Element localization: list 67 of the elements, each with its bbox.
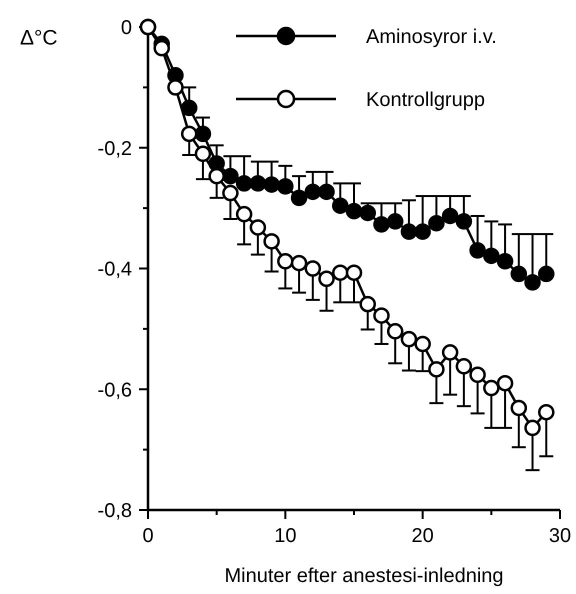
point (428, 361, 445, 378)
point (346, 264, 362, 281)
y-tick-label: -0,6 (98, 379, 132, 402)
point (359, 296, 376, 312)
point (400, 223, 418, 240)
point (346, 202, 362, 220)
point (194, 146, 212, 162)
point (332, 264, 349, 281)
y-axis-title: Δ°C (20, 26, 58, 50)
point (290, 190, 308, 206)
x-tick-label: 0 (142, 525, 154, 547)
point (456, 213, 472, 230)
y-tick-label: -0,2 (98, 138, 132, 160)
point (456, 358, 472, 375)
point (483, 380, 500, 396)
point (442, 208, 458, 224)
x-tick-label: 30 (548, 525, 572, 547)
point (180, 100, 198, 116)
point (304, 260, 322, 277)
point (332, 197, 349, 214)
point (167, 79, 184, 96)
point (386, 213, 404, 230)
x-tick-label: 20 (412, 525, 434, 547)
point (222, 184, 239, 202)
point (290, 254, 308, 272)
legend-label: Kontrollgrupp (366, 89, 485, 111)
point (386, 323, 404, 340)
point (277, 253, 294, 270)
point (442, 344, 458, 361)
point (469, 366, 486, 384)
point (414, 223, 431, 240)
point (538, 404, 555, 420)
point (524, 274, 541, 291)
point (524, 420, 541, 436)
point (359, 204, 376, 222)
point (250, 175, 266, 192)
point (180, 126, 198, 142)
point (510, 400, 528, 416)
y-tick-label: -0,4 (98, 258, 132, 280)
x-tick-label: 10 (274, 525, 296, 547)
y-tick-label: -0,8 (98, 500, 132, 522)
x-axis-title: Minuter efter anestesi-inledning (224, 565, 504, 587)
point (496, 374, 514, 392)
point (318, 270, 335, 288)
point (400, 330, 418, 348)
point (428, 214, 445, 232)
point (236, 175, 252, 192)
point (263, 233, 280, 250)
point (250, 219, 266, 236)
point (277, 178, 294, 195)
point (373, 216, 390, 233)
point (469, 242, 486, 259)
point (483, 248, 500, 264)
point (236, 206, 252, 222)
point (373, 307, 390, 324)
point (222, 168, 239, 184)
y-tick-label: 0 (120, 17, 132, 39)
point (194, 126, 212, 142)
point (208, 168, 225, 184)
point (538, 266, 555, 282)
point (496, 253, 514, 270)
point (263, 176, 280, 193)
point (318, 184, 335, 200)
point (304, 184, 322, 200)
point (510, 266, 528, 282)
point (414, 336, 431, 352)
legend-label: Aminosyror i.v. (366, 26, 497, 48)
